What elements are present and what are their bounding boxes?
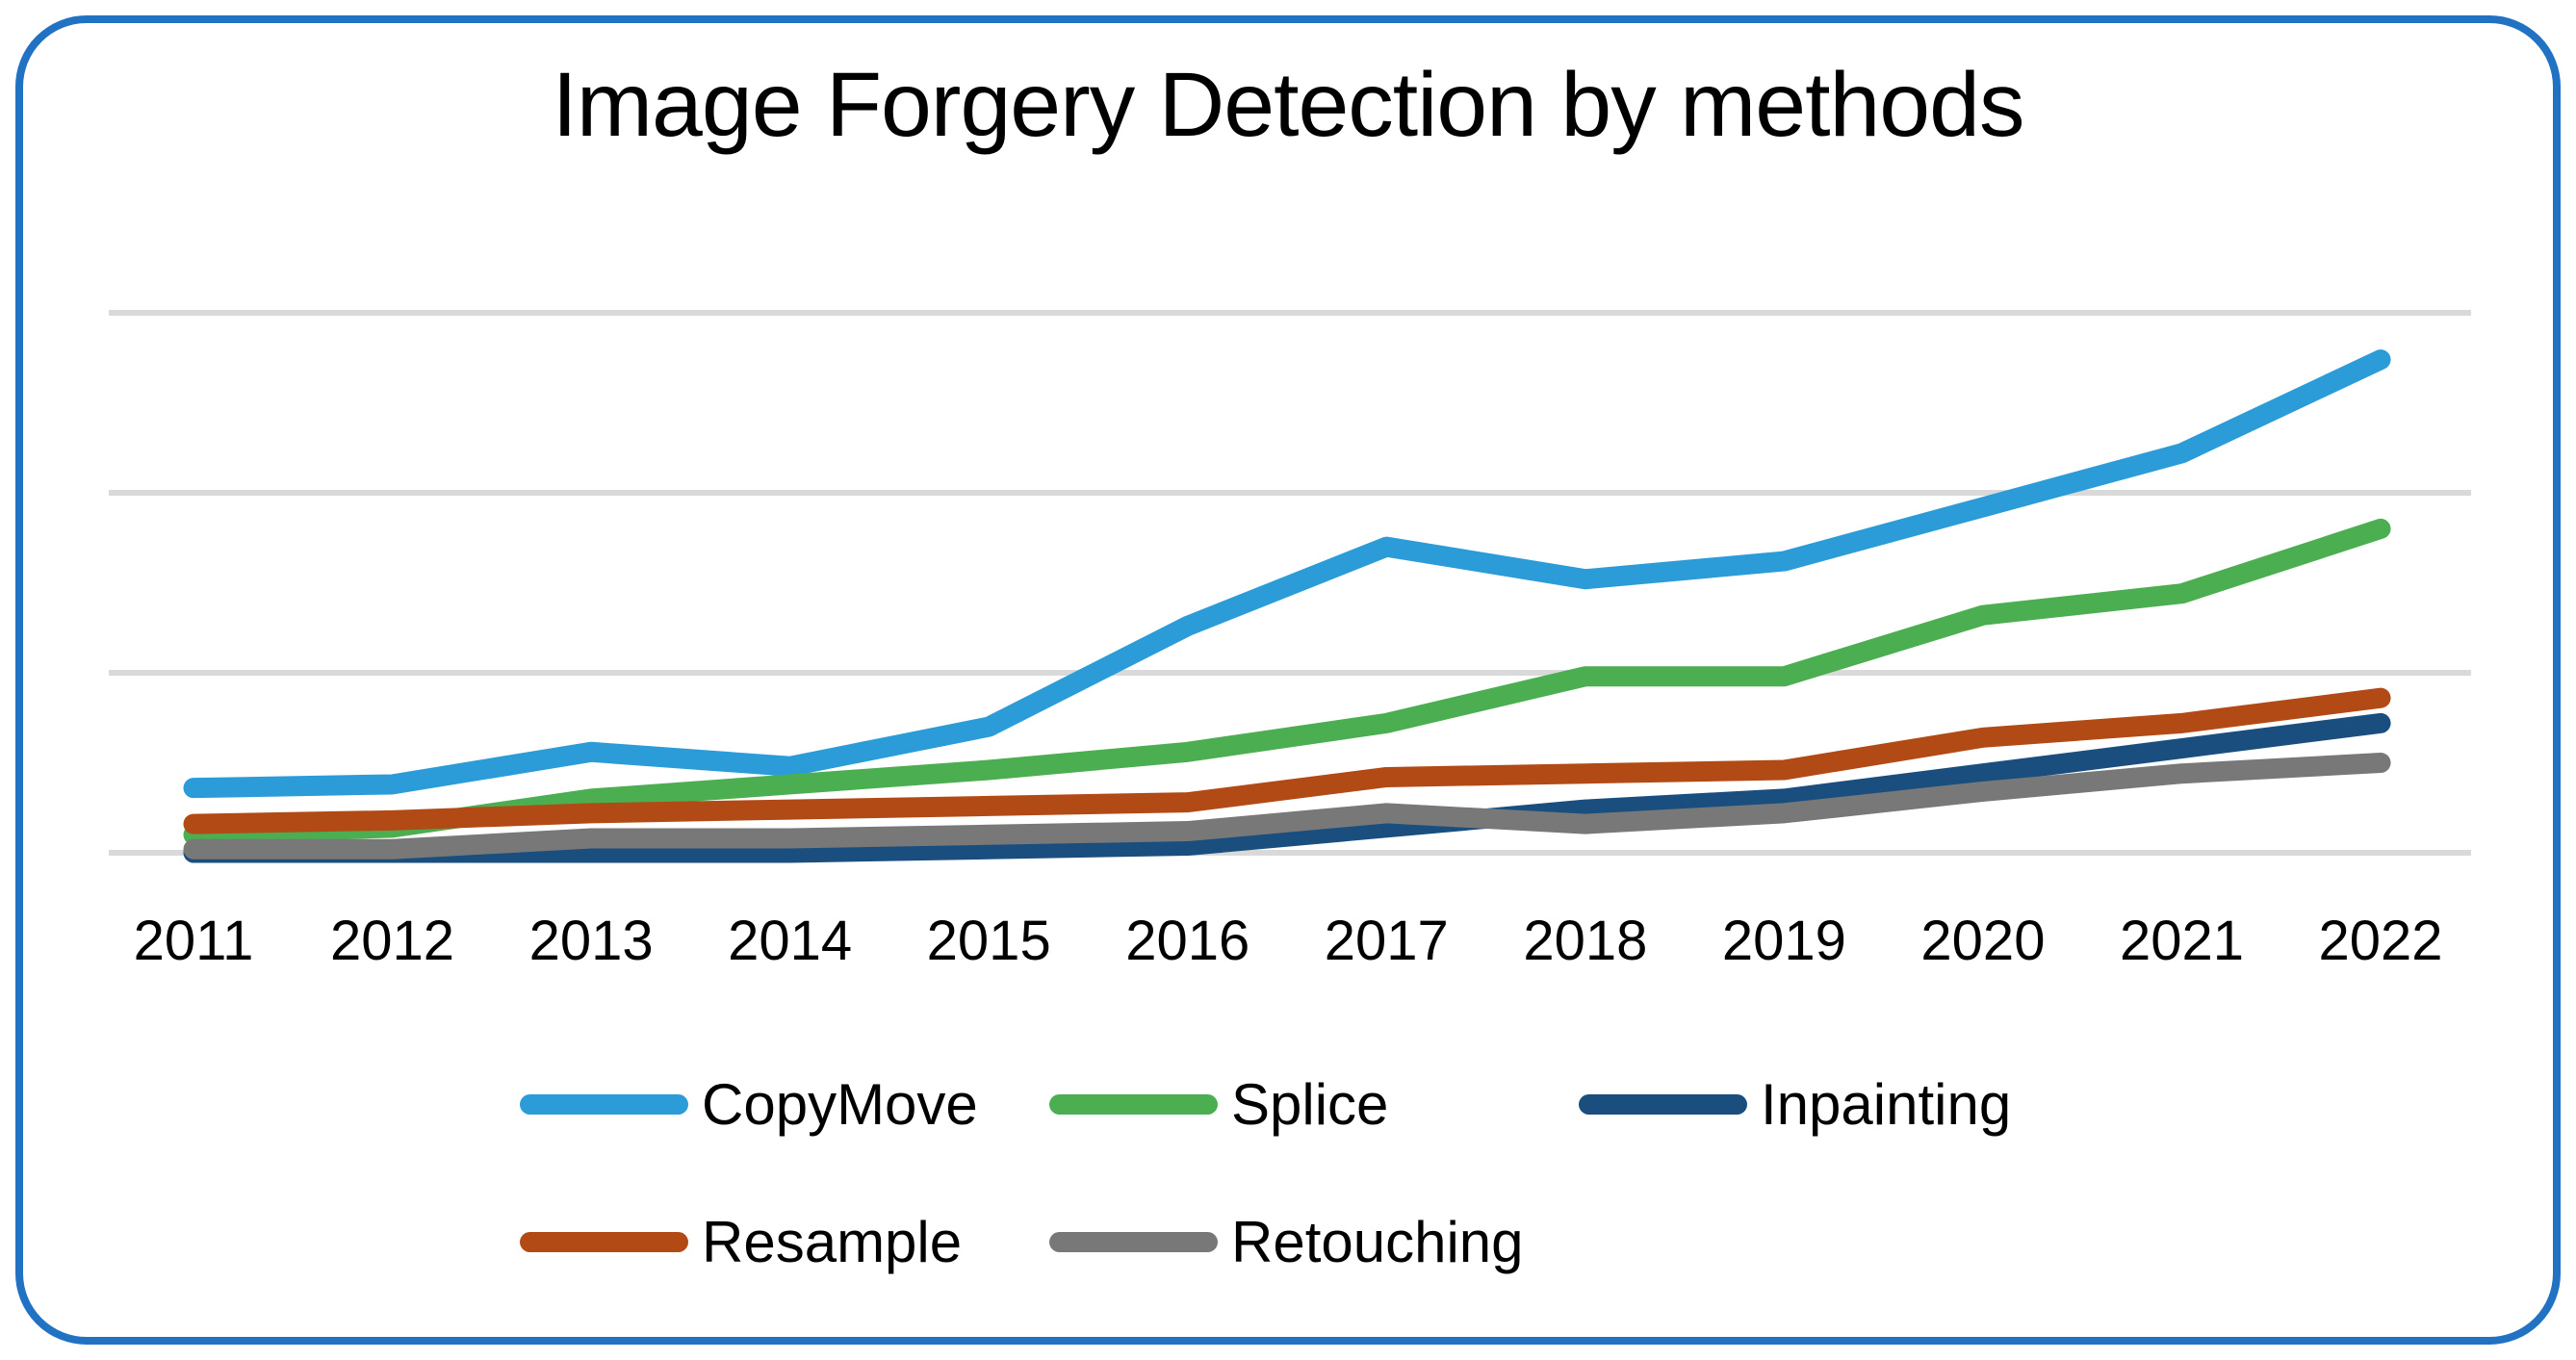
card-border xyxy=(15,15,2561,1345)
legend-item-copymove: CopyMove xyxy=(520,1070,1049,1138)
series-line-splice xyxy=(183,518,2391,845)
legend-item-resample: Resample xyxy=(520,1208,1049,1275)
series-line-retouching xyxy=(183,753,2391,860)
legend-label-resample: Resample xyxy=(702,1209,963,1274)
x-tick-2018: 2018 xyxy=(1523,910,1648,972)
legend-swatch-inpainting xyxy=(1579,1093,1747,1115)
x-tick-2021: 2021 xyxy=(2119,910,2245,972)
legend-item-retouching: Retouching xyxy=(1049,1208,1579,1275)
x-tick-2017: 2017 xyxy=(1324,910,1449,972)
legend-label-copymove: CopyMove xyxy=(702,1071,978,1137)
chart-title: Image Forgery Detection by methods xyxy=(552,54,2025,156)
legend-label-inpainting: Inpainting xyxy=(1761,1071,2012,1137)
x-tick-2022: 2022 xyxy=(2318,910,2443,972)
legend-swatch-splice xyxy=(1049,1093,1218,1115)
x-tick-2012: 2012 xyxy=(330,910,455,972)
legend-swatch-retouching xyxy=(1049,1231,1218,1252)
legend-item-inpainting: Inpainting xyxy=(1579,1070,2108,1138)
chart-legend: CopyMove Splice Inpainting Resample Retouchi… xyxy=(520,1070,2108,1275)
legend-swatch-resample xyxy=(520,1231,688,1252)
legend-label-retouching: Retouching xyxy=(1231,1209,1524,1274)
x-tick-2015: 2015 xyxy=(926,910,1051,972)
x-tick-2019: 2019 xyxy=(1721,910,1846,972)
x-tick-2013: 2013 xyxy=(528,910,654,972)
legend-label-splice: Splice xyxy=(1231,1071,1389,1137)
series-line-resample xyxy=(183,687,2391,834)
x-tick-2016: 2016 xyxy=(1125,910,1250,972)
x-tick-2014: 2014 xyxy=(728,910,853,972)
x-tick-2020: 2020 xyxy=(1920,910,2046,972)
legend-item-splice: Splice xyxy=(1049,1070,1579,1138)
legend-swatch-copymove xyxy=(520,1093,688,1115)
series-line-inpainting xyxy=(183,712,2391,863)
series-line-copymove xyxy=(183,349,2391,799)
x-tick-2011: 2011 xyxy=(133,910,254,972)
